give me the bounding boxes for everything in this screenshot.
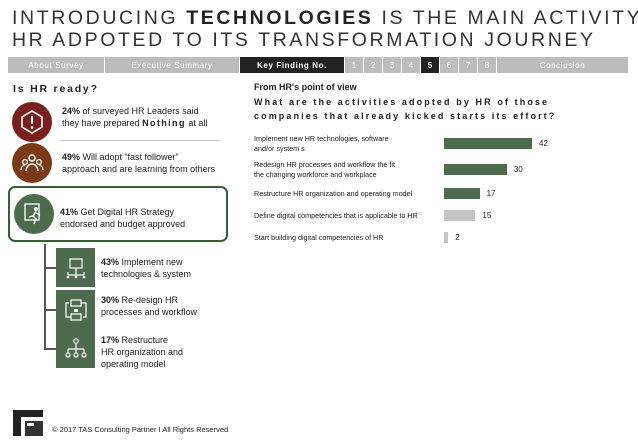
nav-separator [401,57,402,73]
nav-separator [420,57,421,73]
stat-nothing-prepared: 24% of surveyed HR Leaders said they hav… [62,106,208,128]
activities-bar-chart: Implement new HR technologies, software a… [254,130,634,250]
highlight-box [8,186,228,242]
bar [444,210,476,221]
nav-separator [363,57,364,73]
bar-value-label: 15 [482,211,492,220]
tech-icon [56,248,95,287]
bar [444,232,449,243]
nav-page-7[interactable]: 7 [465,60,471,70]
nav-key-finding[interactable]: Key Finding No. [240,57,344,73]
bar [444,188,480,199]
copyright-footer: © 2017 TAS Consulting Partner I All Righ… [52,425,229,434]
bar-value-label: 42 [539,139,548,148]
nav-page-4[interactable]: 4 [408,60,414,70]
bar-label: Restructure HR organization and operatin… [254,189,413,198]
bar-value-label: 17 [486,189,496,198]
bar [444,138,532,149]
bar-label: Start building digital competencies of H… [254,233,384,242]
nav-page-3[interactable]: 3 [389,60,395,70]
nav-page-5[interactable]: 5 [421,57,439,73]
nav-separator [496,57,497,73]
sub-stat-implement: 43% Implement new technologies & system [101,257,192,279]
process-icon [56,290,95,329]
runner-icon [14,194,54,234]
divider [60,140,220,141]
connector-branch [44,267,57,269]
nav-about-survey[interactable]: About Survey [28,60,84,70]
nav-page-2[interactable]: 2 [370,60,376,70]
org-icon [56,329,95,368]
nav-page-6[interactable]: 6 [446,60,452,70]
section-heading: Is HR ready? [13,83,99,95]
page-title: INTRODUCING TECHNOLOGIES IS THE MAIN ACT… [12,7,638,51]
bar-label: Define digital competencies that is appl… [254,211,418,220]
nav-separator [382,57,383,73]
sub-stat-redesign: 30% Re-design HR processes and workflow [101,295,198,317]
section-nav-bar: About Survey Executive Summary Key Findi… [8,57,628,73]
nav-page-1[interactable]: 1 [351,60,357,70]
nav-separator [458,57,459,73]
bar [444,164,507,175]
bar-value-label: 30 [513,165,523,174]
bar-value-label: 2 [455,233,460,242]
chart-question: What are the activities adopted by HR of… [254,97,557,121]
connector-branch [44,348,57,350]
connector-branch [44,309,57,311]
sub-stat-restructure: 17% Restructure HR organization and oper… [101,335,184,369]
company-logo [13,404,45,438]
team-icon [12,143,52,183]
stat-digital-strategy: 41% Get Digital HR Strategy endorsed and… [60,207,186,229]
bar-label: Implement new HR technologies, software a… [254,134,389,153]
stat-fast-follower: 49% Will adopt “fast follower” approach … [62,152,216,174]
bar-label: Redesign HR processes and workflow the f… [254,160,396,179]
nav-page-8[interactable]: 8 [484,60,490,70]
nav-conclusion[interactable]: Conclusion [539,60,586,70]
connector-line [44,244,46,348]
alert-icon [12,102,52,142]
chart-heading: From HR's point of view [254,82,357,92]
nav-executive-summary[interactable]: Executive Summary [131,60,213,70]
nav-separator [477,57,478,73]
nav-separator [439,57,440,73]
